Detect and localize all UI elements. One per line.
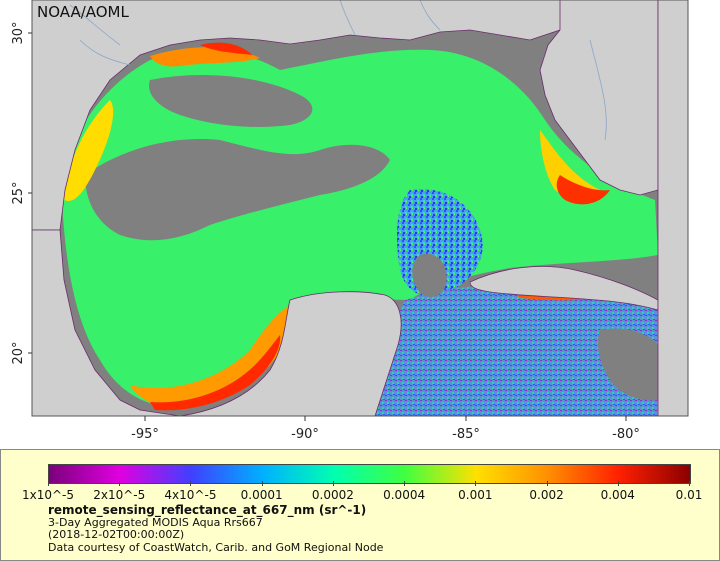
coastal-high-reflectance	[200, 42, 252, 55]
legend-panel: 1x10^-5 2x10^-5 4x10^-5 0.0001 0.0002 0.0004 0…	[0, 449, 720, 561]
colorbar-tick-mark	[48, 481, 49, 486]
lon-label-80: -80°	[612, 427, 640, 442]
colorbar-tick-label: 0.001	[458, 488, 493, 502]
colorbar-tick-mark	[190, 481, 192, 486]
colorbar-tick-label: 4x10^-5	[164, 488, 217, 502]
rivers	[69, 0, 607, 141]
lon-label-95: -95°	[131, 427, 159, 442]
colorbar-tick-label: 0.0002	[311, 488, 354, 502]
coastal-high-reflectance	[150, 335, 281, 411]
legend-dataset: 3-Day Aggregated MODIS Aqua Rrs667	[48, 515, 263, 529]
land-east-edge	[657, 0, 689, 417]
cloud-patch	[149, 75, 313, 127]
colorbar-tick-label: 2x10^-5	[93, 488, 146, 502]
legend-text: remote_sensing_reflectance_at_667_nm (sr…	[48, 504, 383, 554]
land	[31, 0, 689, 417]
coastal-high-reflectance	[540, 130, 600, 198]
caribbean-speckle	[370, 284, 658, 416]
colorbar-tick-mark	[546, 481, 548, 486]
coastal-high-reflectance	[64, 100, 114, 201]
latitude-axis: 30° 25° 20°	[11, 21, 32, 365]
legend-title: remote_sensing_reflectance_at_667_nm (sr…	[48, 503, 367, 517]
lon-label-85: -85°	[452, 427, 480, 442]
lat-label-30: 30°	[11, 21, 26, 44]
map-plot-area	[31, 0, 689, 417]
colorbar-tick-label: 1x10^-5	[21, 488, 75, 502]
colorbar-tick-mark	[617, 481, 619, 486]
longitude-axis: -95° -90° -85° -80°	[131, 416, 640, 442]
coastal-high-reflectance	[556, 175, 610, 205]
colorbar-tick-label: 0.0004	[383, 488, 426, 502]
colorbar	[48, 464, 691, 484]
colorbar-tick-label: 0.01	[675, 488, 703, 502]
legend-attribution: Data courtesy of CoastWatch, Carib. and …	[48, 540, 384, 554]
land-florida	[539, 0, 659, 196]
land-cuba	[469, 266, 659, 311]
colorbar-tick-mark	[261, 481, 263, 486]
lat-label-25: 25°	[11, 181, 26, 204]
land-yucatan	[179, 291, 402, 417]
colorbar-tick-mark	[689, 481, 690, 486]
colorbar-tick-mark	[475, 481, 477, 486]
legend-time: (2018-12-02T00:00:00Z)	[48, 528, 185, 541]
colorbar-tick-mark	[119, 481, 121, 486]
cloud-patch	[598, 328, 658, 401]
colorbar-tick-label: 0.002	[529, 488, 564, 502]
colorbar-tick-label: 0.0001	[240, 488, 283, 502]
colorbar-tick-mark	[404, 481, 406, 486]
land-us-coast	[31, 0, 571, 231]
cloud-patch	[85, 139, 390, 241]
lat-label-20: 20°	[11, 341, 26, 364]
map-frame: 30° 25° 20° -95° -90° -85° -80° NOAA/AOM…	[11, 0, 689, 442]
map-canvas: 30° 25° 20° -95° -90° -85° -80°	[11, 0, 689, 442]
colorbar-tick-label: 0.004	[600, 488, 635, 502]
credit-label: NOAA/AOML	[37, 3, 129, 21]
cloud-patch	[412, 253, 447, 297]
colorbar-tick-mark	[332, 481, 334, 486]
plot-border	[31, 0, 689, 417]
lon-label-90: -90°	[291, 427, 319, 442]
